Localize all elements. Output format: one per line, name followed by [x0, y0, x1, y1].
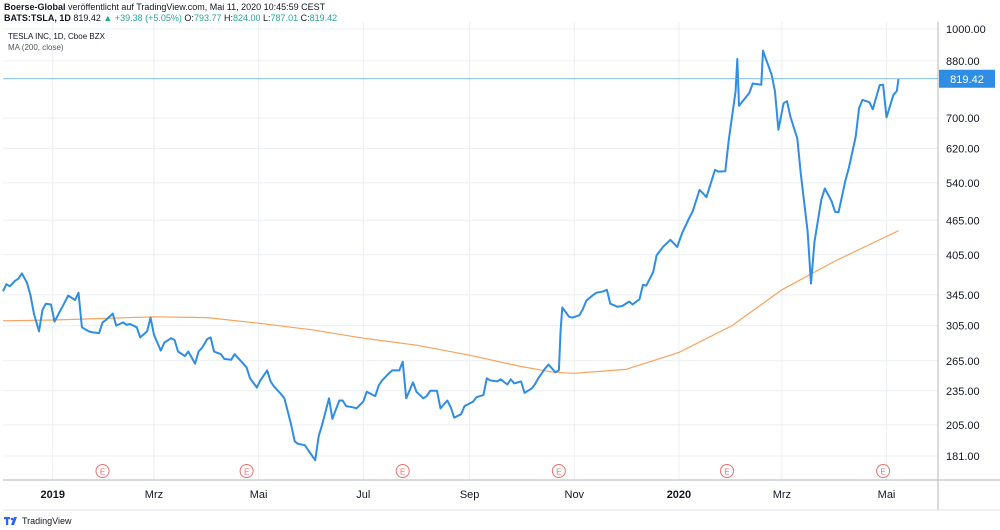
ma-200-line: [2, 230, 899, 374]
price-layer: [2, 49, 900, 462]
up-arrow-icon: ▲: [103, 13, 113, 23]
ma-legend[interactable]: MA (200, close): [8, 43, 64, 52]
y-tick-label: 235.00: [946, 386, 980, 398]
ohlc-line: BATS:TSLA, 1D 819.42 ▲ +39.38 (+5.05%) O…: [4, 13, 337, 23]
y-tick-label: 181.00: [946, 451, 980, 463]
x-tick-label: Mrz: [145, 489, 163, 501]
y-tick-label: 1000.00: [946, 24, 986, 36]
earnings-marker: [239, 464, 254, 478]
y-tick-label: 540.00: [946, 178, 980, 190]
earnings-marker: [719, 464, 734, 478]
earnings-marker: [95, 464, 110, 478]
chart-grid: [3, 22, 938, 480]
earnings-marker-label: E: [724, 468, 729, 477]
tradingview-logo-icon: [4, 517, 17, 525]
y-tick-label: 265.00: [946, 356, 980, 368]
earnings-marker-label: E: [880, 468, 885, 477]
x-tick-label: Mai: [250, 489, 268, 501]
high-label: H:: [223, 13, 233, 23]
close-value: 819.42: [309, 13, 338, 23]
earnings-marker-label: E: [244, 468, 249, 477]
y-tick-label: 465.00: [946, 215, 980, 227]
publisher-name: Boerse-Global: [4, 2, 66, 12]
footer-brand[interactable]: TradingView: [4, 516, 72, 526]
symbol-label: BATS:TSLA, 1D: [4, 13, 71, 23]
earnings-marker: [551, 464, 566, 478]
last-price: 819.42: [73, 13, 101, 23]
price-change: +39.38 (+5.05%): [114, 13, 182, 23]
low-value: 787.01: [270, 13, 299, 23]
earnings-marker-label: E: [556, 468, 561, 477]
high-value: 824.00: [232, 13, 261, 23]
publish-line: Boerse-Global veröffentlicht auf Trading…: [4, 2, 325, 12]
y-tick-label: 700.00: [946, 113, 980, 125]
y-tick-label: 205.00: [946, 420, 980, 432]
chart-axes: 1000.00 880.00 700.00 620.00 540.00 465.00 405…: [3, 22, 1000, 511]
earnings-marker-label: E: [100, 468, 105, 477]
x-tick-label: 2019: [41, 489, 65, 501]
x-tick-label: Sep: [460, 489, 480, 501]
current-price-badge: [939, 69, 995, 88]
earnings-marker-label: E: [400, 468, 405, 477]
footer-brand-label: TradingView: [22, 516, 72, 526]
earnings-marker: [876, 464, 891, 478]
x-tick-label: Mrz: [773, 489, 791, 501]
x-tick-label: Mai: [878, 489, 896, 501]
x-tick-label: Nov: [565, 489, 585, 501]
open-value: 793.77: [193, 13, 222, 23]
open-label: O:: [184, 13, 194, 23]
earnings-marker: [395, 464, 410, 478]
published-text: veröffentlicht auf TradingView.com, Mai …: [68, 2, 326, 12]
x-tick-label: 2020: [667, 489, 691, 501]
y-tick-label: 345.00: [946, 290, 980, 302]
y-tick-label: 880.00: [946, 56, 980, 68]
y-tick-label: 405.00: [946, 250, 980, 262]
low-label: L:: [263, 13, 271, 23]
current-price-label: 819.42: [950, 74, 984, 86]
x-tick-label: Jul: [356, 489, 370, 501]
series-legend[interactable]: TESLA INC, 1D, Cboe BZX: [8, 32, 105, 41]
y-tick-label: 620.00: [946, 143, 980, 155]
price-line: [2, 49, 900, 462]
close-label: C:: [300, 13, 310, 23]
y-tick-label: 305.00: [946, 321, 980, 333]
ma-layer: [2, 230, 899, 374]
